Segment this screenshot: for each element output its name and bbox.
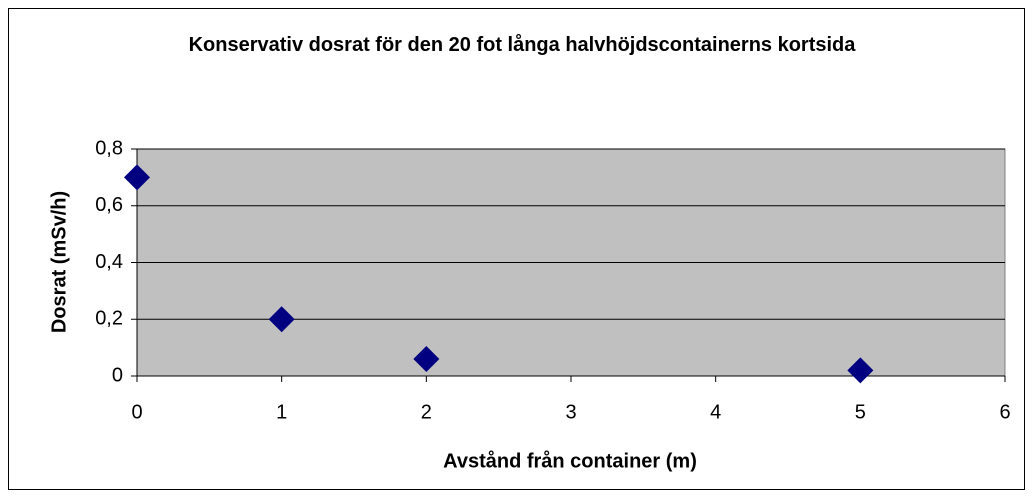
y-axis-label: Dosrat (mSv/h) <box>48 191 70 333</box>
x-tick-label: 1 <box>276 401 287 423</box>
chart-title: Konservativ dosrat för den 20 fot långa … <box>188 34 856 56</box>
x-tick-label: 2 <box>421 401 432 423</box>
y-tick-label: 0,8 <box>95 137 123 159</box>
point <box>413 345 440 372</box>
point <box>847 357 874 384</box>
y-tick-label: 0 <box>112 364 123 386</box>
x-tick-label: 5 <box>855 401 866 423</box>
point <box>268 306 295 333</box>
y-tick-label: 0,2 <box>95 308 123 330</box>
x-tick-label: 3 <box>565 401 576 423</box>
point <box>124 164 150 191</box>
x-axis-label: Avstånd från container (m) <box>443 449 697 472</box>
x-tick-label: 0 <box>131 401 142 423</box>
y-tick-label: 0,6 <box>95 194 123 216</box>
x-tick-label: 6 <box>999 401 1010 423</box>
x-tick-label: 4 <box>710 401 721 423</box>
y-tick-label: 0,4 <box>95 251 123 273</box>
